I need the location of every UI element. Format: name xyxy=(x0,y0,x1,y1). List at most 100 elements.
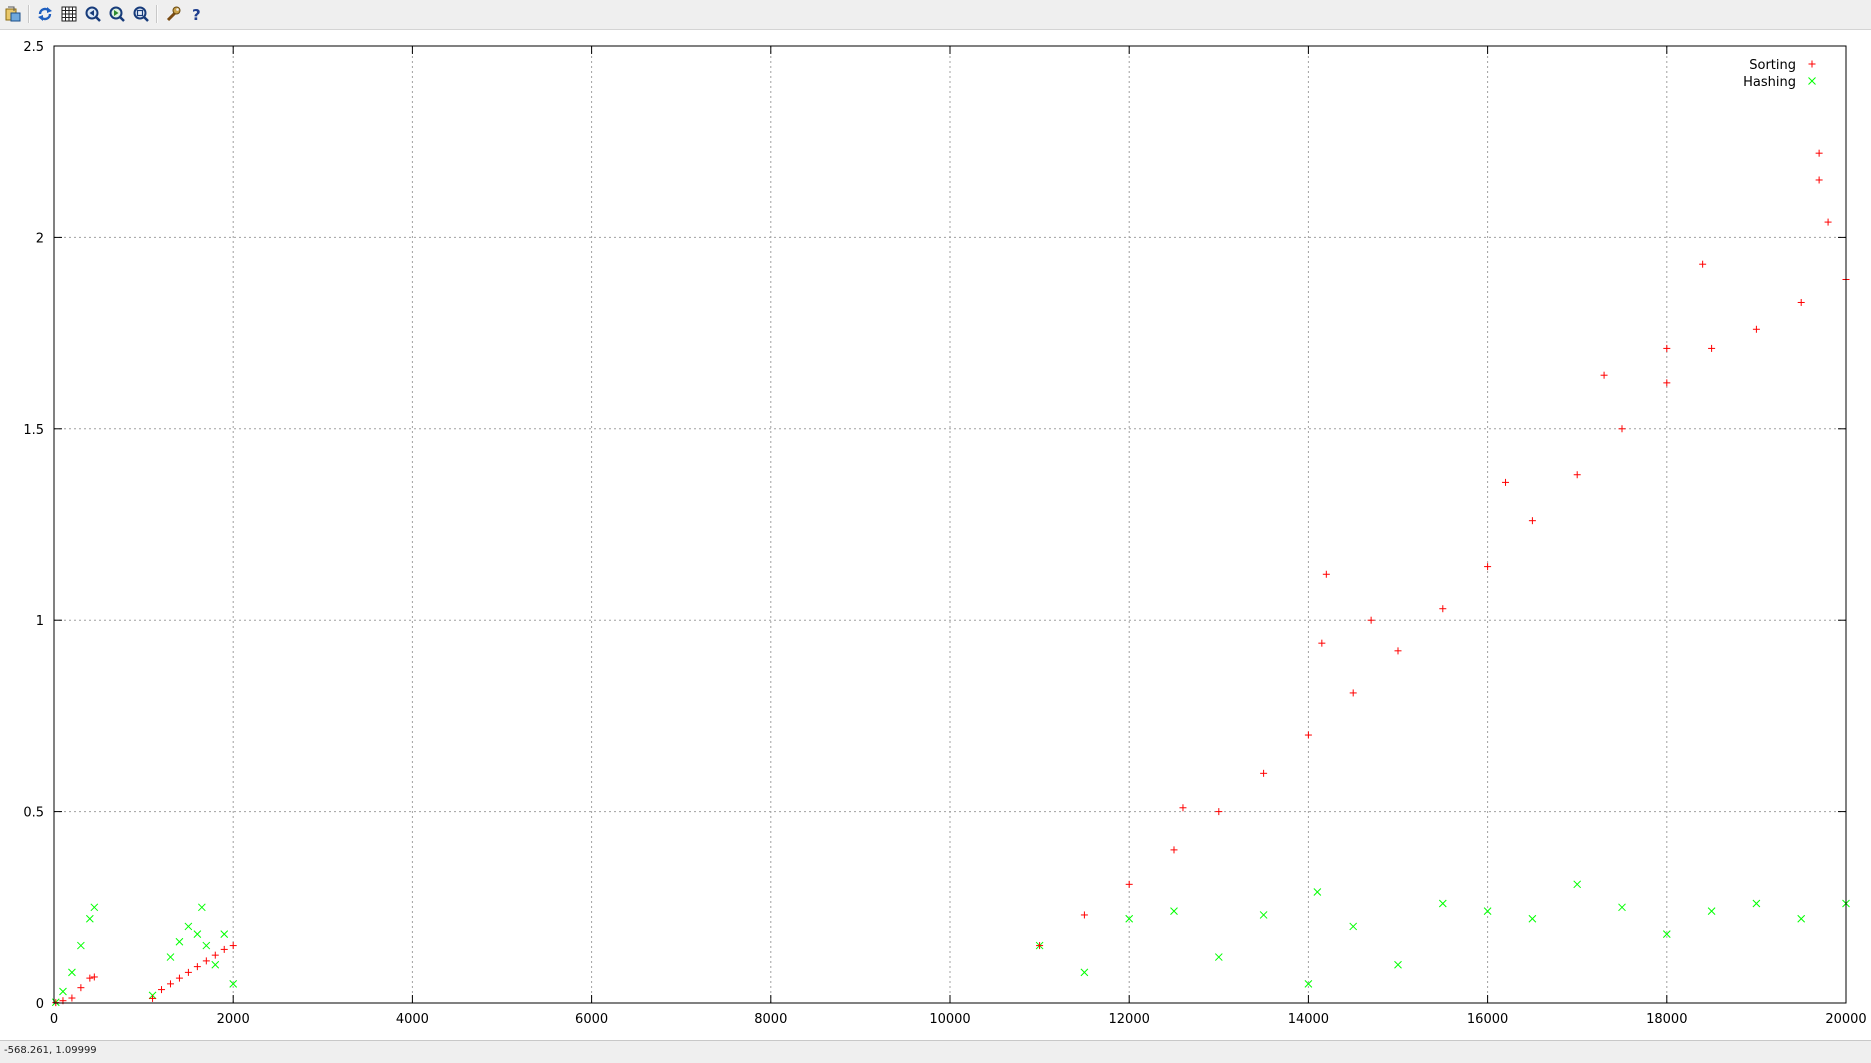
data-point-hashing xyxy=(193,930,202,938)
svg-text:?: ? xyxy=(192,6,201,23)
legend-label-sorting: Sorting xyxy=(1749,58,1796,73)
x-tick-label: 16000 xyxy=(1467,1012,1508,1027)
data-point-hashing xyxy=(1394,960,1402,969)
data-point-hashing xyxy=(1349,922,1358,931)
data-point-sorting xyxy=(1600,371,1608,379)
options-wrench-icon[interactable] xyxy=(162,3,184,25)
replot-icon[interactable] xyxy=(34,3,56,25)
data-point-sorting xyxy=(1815,176,1823,184)
data-point-sorting xyxy=(1502,478,1510,486)
data-point-sorting xyxy=(90,973,98,981)
x-tick-label: 6000 xyxy=(575,1012,608,1027)
data-point-sorting xyxy=(1797,298,1805,306)
x-tick-label: 12000 xyxy=(1109,1012,1150,1027)
y-tick-label: 0.5 xyxy=(23,806,44,821)
data-point-hashing xyxy=(85,914,94,923)
data-point-sorting xyxy=(193,963,201,971)
data-point-sorting xyxy=(1439,605,1447,613)
data-point-sorting xyxy=(1036,942,1044,950)
data-point-sorting xyxy=(1304,731,1312,739)
data-point-sorting xyxy=(1125,880,1133,888)
data-point-sorting xyxy=(1708,344,1716,352)
data-point-sorting xyxy=(1367,616,1375,624)
plot-border xyxy=(53,45,1847,1004)
data-point-sorting xyxy=(149,994,157,1002)
y-tick-label: 1 xyxy=(36,614,44,629)
series-hashing xyxy=(51,880,1850,1007)
grid-icon[interactable] xyxy=(58,3,80,25)
y-tick-label: 2.5 xyxy=(23,40,44,55)
status-bar: -568.261, 1.09999 xyxy=(0,1040,1871,1063)
data-point-hashing xyxy=(1313,888,1322,896)
data-point-hashing xyxy=(77,941,85,950)
data-point-hashing xyxy=(1752,899,1761,908)
coordinate-readout: -568.261, 1.09999 xyxy=(4,1045,97,1056)
data-point-sorting xyxy=(1815,149,1823,157)
data-point-sorting xyxy=(1699,260,1707,268)
data-point-sorting xyxy=(175,974,183,982)
data-point-hashing xyxy=(1125,914,1134,923)
legend-marker-sorting xyxy=(1808,60,1816,68)
data-point-hashing xyxy=(1528,914,1537,923)
data-point-sorting xyxy=(1484,563,1492,571)
data-point-sorting xyxy=(77,984,85,992)
data-point-sorting xyxy=(211,951,219,959)
y-tick-label: 0 xyxy=(36,997,44,1012)
data-point-sorting xyxy=(1260,769,1268,777)
x-tick-label: 0 xyxy=(50,1012,58,1027)
data-points xyxy=(51,149,1850,1007)
grid-lines xyxy=(54,46,1846,1003)
data-point-hashing xyxy=(175,937,184,946)
data-point-sorting xyxy=(1663,379,1671,387)
x-tick-label: 2000 xyxy=(217,1012,250,1027)
data-point-hashing xyxy=(1618,903,1626,912)
data-point-sorting xyxy=(1573,471,1581,479)
data-point-hashing xyxy=(1573,880,1582,889)
toolbar: ? xyxy=(0,0,1871,30)
axis-ticks: 0 2000 4000 6000 8000 10000 12000 14000 16000 180… xyxy=(23,40,1866,1027)
zoom-next-icon[interactable] xyxy=(106,3,128,25)
data-point-hashing xyxy=(211,960,220,969)
zoom-previous-icon[interactable] xyxy=(82,3,104,25)
data-point-hashing xyxy=(59,987,67,996)
data-point-hashing xyxy=(1797,914,1806,923)
data-point-hashing xyxy=(1438,899,1447,908)
legend-marker-hashing xyxy=(1808,77,1816,85)
data-point-sorting xyxy=(1318,639,1326,647)
data-point-hashing xyxy=(1080,968,1089,977)
data-point-sorting xyxy=(220,945,228,953)
x-tick-label: 10000 xyxy=(929,1012,970,1027)
data-point-hashing xyxy=(1483,907,1492,915)
autoscale-icon[interactable] xyxy=(130,3,152,25)
toolbar-separator xyxy=(156,5,158,23)
x-tick-label: 20000 xyxy=(1825,1012,1866,1027)
data-point-sorting xyxy=(1752,325,1760,333)
data-point-sorting xyxy=(86,974,94,982)
toolbar-separator xyxy=(28,5,30,23)
data-point-hashing xyxy=(68,968,76,977)
x-tick-label: 18000 xyxy=(1646,1012,1687,1027)
data-point-hashing xyxy=(1662,930,1671,938)
data-point-sorting xyxy=(1349,689,1357,697)
data-point-sorting xyxy=(166,980,174,988)
data-point-sorting xyxy=(1618,425,1626,433)
data-point-sorting xyxy=(1170,846,1178,854)
y-tick-label: 2 xyxy=(36,231,44,246)
legend-label-hashing: Hashing xyxy=(1743,75,1796,90)
x-tick-label: 8000 xyxy=(754,1012,787,1027)
data-point-hashing xyxy=(1304,980,1313,988)
data-point-hashing xyxy=(184,922,193,931)
data-point-sorting xyxy=(68,994,76,1002)
data-point-sorting xyxy=(1824,218,1832,226)
data-point-hashing xyxy=(220,930,229,938)
data-point-sorting xyxy=(1080,911,1088,919)
y-tick-label: 1.5 xyxy=(23,423,44,438)
x-tick-label: 4000 xyxy=(396,1012,429,1027)
data-point-hashing xyxy=(197,903,206,912)
data-point-sorting xyxy=(229,942,237,950)
plot-area[interactable]: 0 2000 4000 6000 8000 10000 12000 14000 16000 180… xyxy=(0,30,1871,1040)
help-icon[interactable]: ? xyxy=(186,3,208,25)
data-point-hashing xyxy=(1170,907,1178,915)
export-icon[interactable] xyxy=(2,3,24,25)
data-point-sorting xyxy=(1179,804,1187,812)
